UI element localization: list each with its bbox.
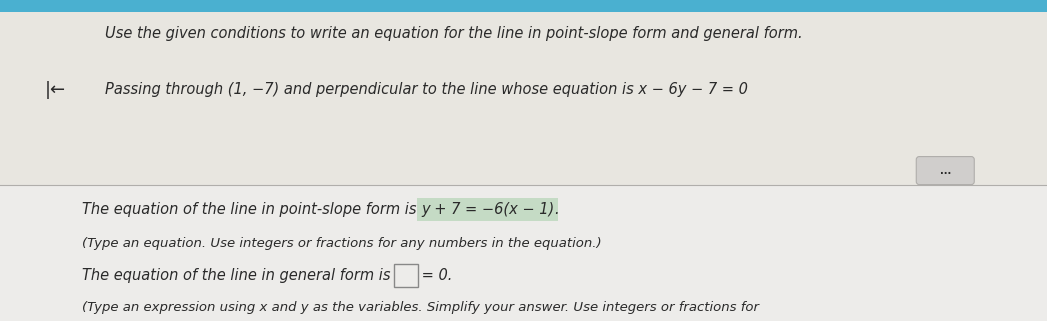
Text: y + 7 = −6(x − 1): y + 7 = −6(x − 1) [421,202,554,217]
Text: Passing through (1, −7) and perpendicular to the line whose equation is x − 6y −: Passing through (1, −7) and perpendicula… [105,82,748,97]
Text: The equation of the line in point-slope form is: The equation of the line in point-slope … [82,202,421,217]
Bar [0,185,1047,321]
FancyBboxPatch shape [417,198,558,221]
FancyBboxPatch shape [916,157,975,185]
Text: (Type an expression using x and y as the variables. Simplify your answer. Use in: (Type an expression using x and y as the… [82,301,759,314]
Text: The equation of the line in general form is: The equation of the line in general form… [82,268,395,283]
Text: = 0.: = 0. [417,268,452,283]
Text: |←: |← [44,81,66,99]
Text: ...: ... [939,166,951,176]
Text: (Type an equation. Use integers or fractions for any numbers in the equation.): (Type an equation. Use integers or fract… [82,237,602,250]
Text: Use the given conditions to write an equation for the line in point-slope form a: Use the given conditions to write an equ… [105,26,803,41]
Bar [0,12,1047,185]
Text: .: . [554,202,559,217]
FancyBboxPatch shape [394,265,418,288]
Bar [0,0,1047,12]
